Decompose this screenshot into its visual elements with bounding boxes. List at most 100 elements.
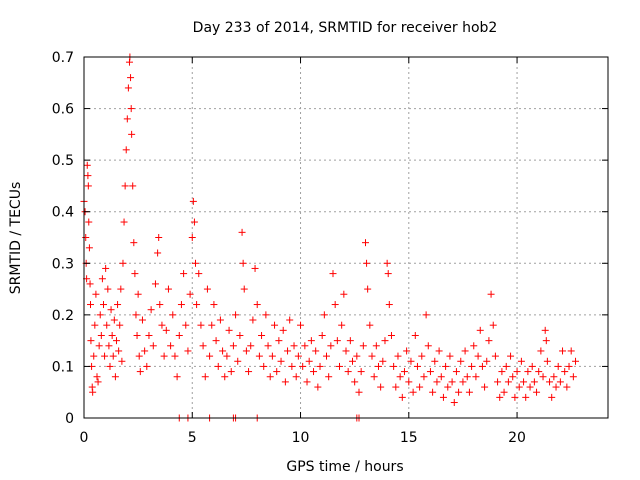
y-axis-title: SRMTID / TECUs xyxy=(8,182,24,295)
data-point xyxy=(180,270,188,278)
data-point xyxy=(93,373,101,381)
data-point xyxy=(468,362,476,370)
grid xyxy=(84,57,608,418)
x-tick-label: 15 xyxy=(400,430,418,446)
data-point xyxy=(344,368,352,376)
data-point xyxy=(260,362,268,370)
data-point xyxy=(407,357,415,365)
data-point xyxy=(314,383,322,391)
data-point xyxy=(297,321,305,329)
data-point xyxy=(509,373,517,381)
data-point xyxy=(489,321,497,329)
data-point xyxy=(127,105,135,113)
data-point xyxy=(232,311,240,319)
data-point xyxy=(442,362,450,370)
data-point xyxy=(119,259,127,267)
data-point xyxy=(433,378,441,386)
x-tick-label: 20 xyxy=(508,430,526,446)
data-point xyxy=(86,280,94,288)
data-point xyxy=(392,383,400,391)
data-point xyxy=(141,347,149,355)
data-point xyxy=(542,337,550,345)
data-point xyxy=(463,373,471,381)
data-point xyxy=(264,342,272,350)
data-point xyxy=(411,331,419,339)
data-point xyxy=(526,383,534,391)
data-point xyxy=(572,357,580,365)
data-point xyxy=(420,373,428,381)
data-point xyxy=(229,342,237,350)
data-point xyxy=(94,378,102,386)
data-point xyxy=(364,285,372,293)
axis-ticks: 0 0.1 0.2 0.3 0.4 0.5 0.6 0.7 0 5 10 15 20 xyxy=(52,50,608,446)
data-point xyxy=(84,172,92,180)
data-point xyxy=(491,352,499,360)
data-point xyxy=(127,74,135,82)
data-point xyxy=(110,316,118,324)
y-tick-label: 0.1 xyxy=(52,359,74,375)
data-point xyxy=(563,383,571,391)
data-point xyxy=(444,383,452,391)
data-point xyxy=(292,373,300,381)
x-tick-label: 0 xyxy=(80,430,89,446)
data-point xyxy=(387,331,395,339)
data-point xyxy=(239,259,247,267)
data-point xyxy=(543,357,551,365)
data-point xyxy=(554,362,562,370)
x-tick-label: 5 xyxy=(188,430,197,446)
y-tick-label: 0 xyxy=(65,411,74,427)
data-point xyxy=(561,368,569,376)
data-point xyxy=(281,378,289,386)
data-point xyxy=(208,321,216,329)
data-point xyxy=(390,362,398,370)
data-point xyxy=(331,301,339,309)
data-point xyxy=(333,337,341,345)
data-point xyxy=(169,311,177,319)
data-point xyxy=(156,301,164,309)
data-point xyxy=(190,218,198,226)
data-point xyxy=(522,393,530,401)
data-point xyxy=(448,378,456,386)
data-point xyxy=(83,161,91,169)
data-point xyxy=(520,378,528,386)
data-point xyxy=(143,362,151,370)
data-point xyxy=(195,270,203,278)
data-point xyxy=(299,362,307,370)
data-point xyxy=(149,342,157,350)
y-tick-label: 0.5 xyxy=(52,153,74,169)
data-point xyxy=(565,362,573,370)
data-point xyxy=(461,347,469,355)
data-point xyxy=(340,290,348,298)
data-point xyxy=(249,316,257,324)
data-point xyxy=(455,388,463,396)
data-point xyxy=(86,301,94,309)
data-point xyxy=(193,301,201,309)
data-point xyxy=(133,331,141,339)
data-point xyxy=(290,342,298,350)
data-point xyxy=(541,326,549,334)
data-point xyxy=(500,388,508,396)
data-point xyxy=(338,321,346,329)
data-point xyxy=(91,321,99,329)
data-point xyxy=(90,352,98,360)
data-point xyxy=(539,373,547,381)
data-point xyxy=(478,362,486,370)
data-point xyxy=(151,280,159,288)
data-point xyxy=(385,301,393,309)
data-point xyxy=(277,357,285,365)
data-point xyxy=(97,331,105,339)
data-point xyxy=(316,362,324,370)
data-point xyxy=(381,337,389,345)
data-point xyxy=(498,368,506,376)
data-point xyxy=(305,357,313,365)
data-point xyxy=(496,393,504,401)
data-point xyxy=(84,182,92,190)
data-point xyxy=(234,357,242,365)
data-point xyxy=(329,270,337,278)
data-point xyxy=(262,311,270,319)
data-point xyxy=(247,342,255,350)
data-point xyxy=(472,373,480,381)
data-point xyxy=(513,368,521,376)
data-point xyxy=(556,378,564,386)
